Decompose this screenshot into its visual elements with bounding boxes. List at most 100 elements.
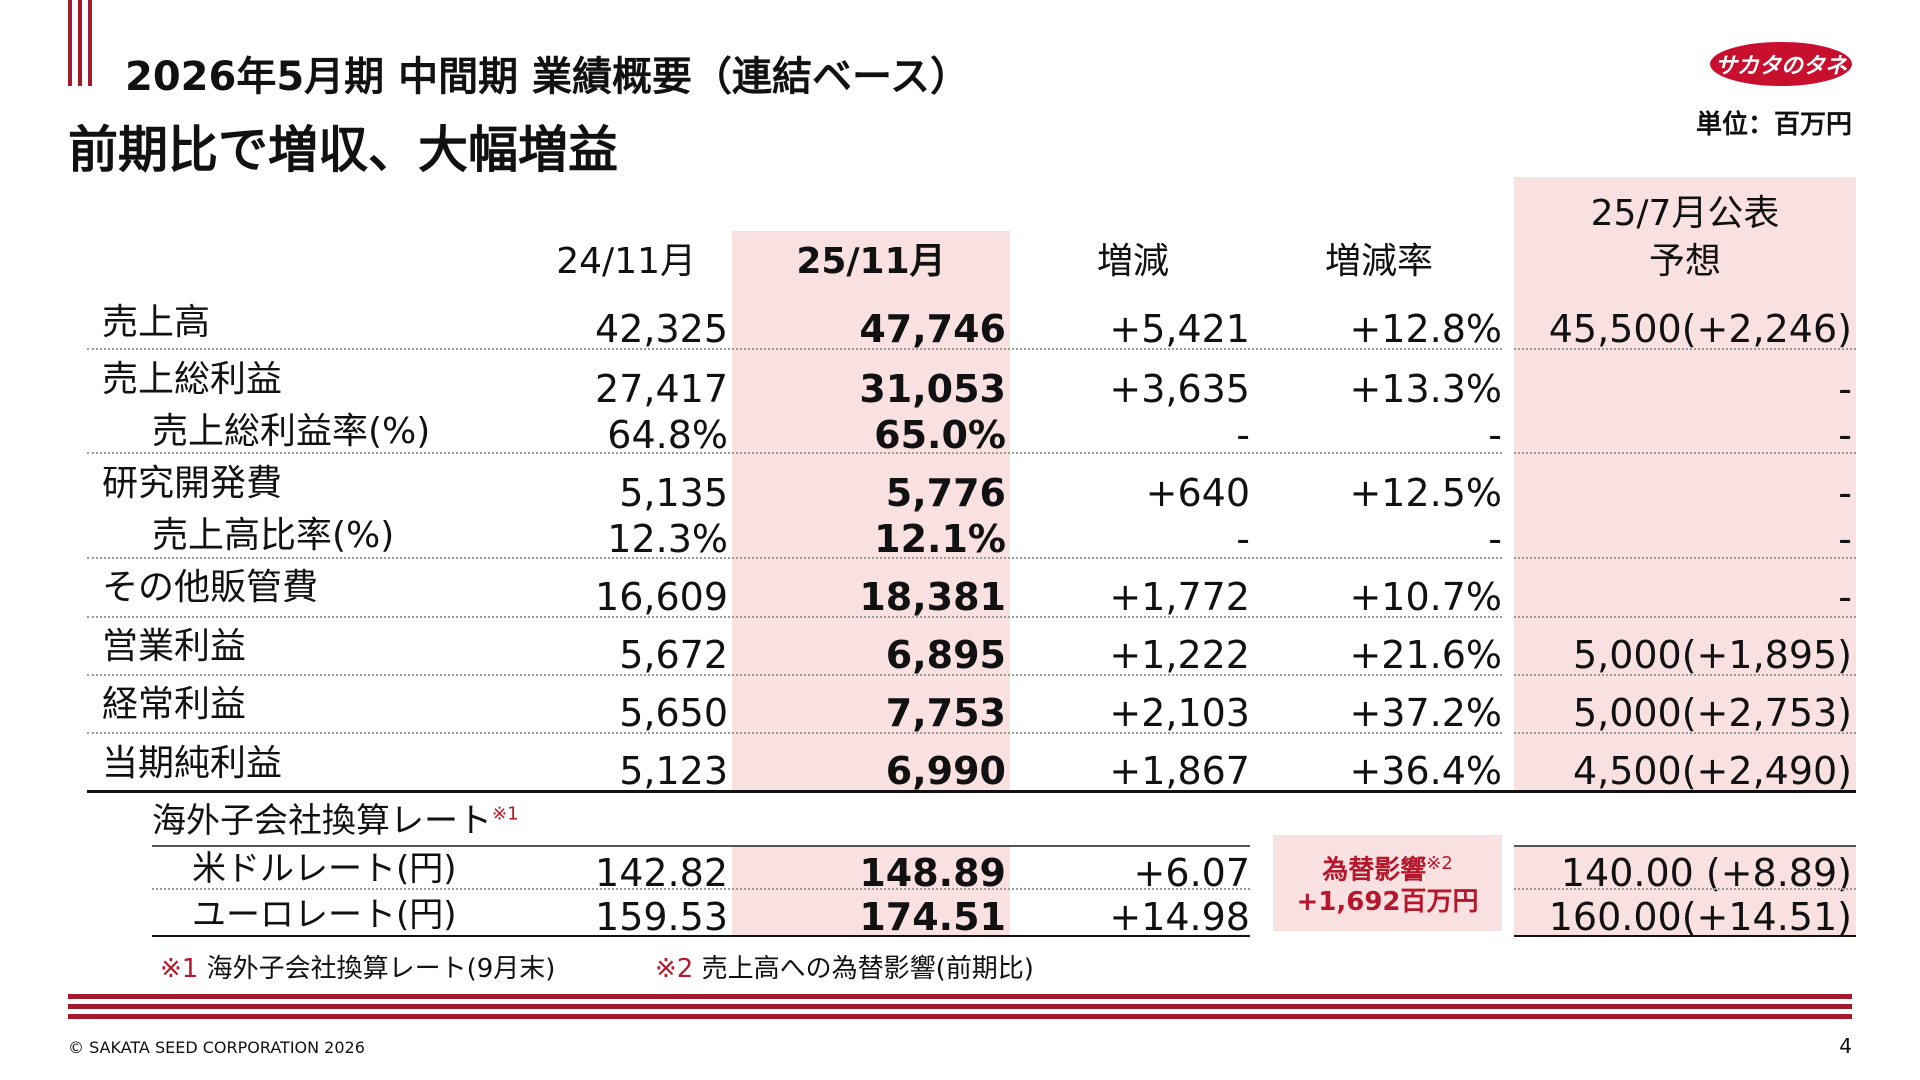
current-period-highlight	[732, 231, 1010, 791]
cell-prev: 5,135	[619, 471, 728, 515]
footnote-text: 海外子会社換算レート(9月末)	[198, 954, 556, 984]
cell-curr: 47,746	[859, 307, 1006, 351]
col-header-prev: 24/11月	[556, 241, 696, 282]
row-label: 当期純利益	[102, 743, 283, 784]
fx-impact-box: 為替影響※2 +1,692百万円	[1273, 835, 1502, 931]
footer-stripe	[68, 1004, 1852, 1009]
copyright: © SAKATA SEED CORPORATION 2026	[68, 1038, 365, 1057]
cell-curr: 31,053	[859, 367, 1006, 411]
logo-text: サカタのタネ	[1714, 54, 1847, 79]
fx-cell-curr: 148.89	[859, 851, 1006, 895]
cell-change: +3,635	[1109, 367, 1250, 411]
cell-forecast: 4,500(+2,490)	[1572, 749, 1852, 793]
fx-section-header: 海外子会社換算レート※1	[152, 804, 519, 838]
row-divider	[87, 732, 1502, 734]
fx-bottom-rule	[152, 935, 1250, 937]
row-divider	[1514, 674, 1856, 676]
footnote-mark: ※1	[160, 954, 199, 984]
cell-curr: 12.1%	[874, 517, 1006, 561]
row-label: 経常利益	[102, 684, 247, 725]
footer-stripe	[68, 1014, 1852, 1019]
row-divider	[87, 616, 1502, 618]
fx-header-note: ※1	[492, 803, 519, 825]
cell-prev: 12.3%	[607, 517, 728, 561]
cell-curr: 7,753	[885, 691, 1006, 735]
fx-impact-note: ※2	[1426, 853, 1453, 874]
cell-curr: 6,895	[885, 633, 1006, 677]
cell-prev: 5,672	[619, 633, 728, 677]
cell-prev: 64.8%	[607, 413, 728, 457]
cell-prev: 5,123	[619, 749, 728, 793]
cell-rate: +13.3%	[1349, 367, 1502, 411]
cell-change: +2,103	[1109, 691, 1250, 735]
cell-forecast: -	[1838, 367, 1852, 411]
cell-change: -	[1236, 413, 1250, 457]
page-number: 4	[1839, 1034, 1852, 1058]
cell-curr: 65.0%	[874, 413, 1006, 457]
title-accent-bar	[78, 0, 82, 86]
cell-prev: 42,325	[595, 307, 728, 351]
row-label: その他販管費	[102, 567, 319, 608]
row-divider	[1514, 348, 1856, 350]
forecast-highlight-fx	[1514, 846, 1856, 936]
row-divider	[87, 674, 1502, 676]
footnote-1: ※1 海外子会社換算レート(9月末)	[160, 948, 555, 985]
row-divider	[87, 452, 1502, 454]
row-divider	[87, 557, 1502, 559]
cell-forecast: -	[1838, 471, 1852, 515]
row-label: 営業利益	[102, 626, 247, 667]
col-header-curr: 25/11月	[796, 241, 946, 282]
cell-forecast: 5,000(+1,895)	[1572, 633, 1852, 677]
row-divider	[1514, 616, 1856, 618]
cell-change: +1,867	[1109, 749, 1250, 793]
row-label-sub: 売上高比率(%)	[152, 515, 395, 556]
fx-divider	[152, 845, 1010, 847]
cell-change: +640	[1145, 471, 1250, 515]
fx-row-divider	[152, 888, 1250, 890]
fx-bottom-rule	[1514, 935, 1856, 937]
fx-impact-value: +1,692百万円	[1296, 886, 1479, 917]
fx-row-label: 米ドルレート(円)	[192, 849, 457, 889]
footnote-mark: ※2	[655, 954, 694, 984]
fx-row-divider	[1514, 888, 1856, 890]
title-accent-bar	[68, 0, 72, 86]
cell-rate: +12.8%	[1349, 307, 1502, 351]
fx-cell-change: +14.98	[1109, 895, 1250, 939]
row-label: 研究開発費	[102, 463, 283, 504]
table-bottom-rule	[87, 790, 1856, 793]
fx-cell-curr: 174.51	[859, 895, 1006, 939]
cell-forecast: -	[1838, 575, 1852, 619]
page-title: 2026年5月期 中間期 業績概要（連結ベース）	[125, 54, 971, 100]
cell-change: +1,222	[1109, 633, 1250, 677]
cell-rate: +37.2%	[1349, 691, 1502, 735]
cell-rate: +36.4%	[1349, 749, 1502, 793]
unit-label: 単位：百万円	[1695, 110, 1852, 140]
row-divider	[87, 348, 1502, 350]
cell-rate: +21.6%	[1349, 633, 1502, 677]
cell-prev: 5,650	[619, 691, 728, 735]
cell-forecast: -	[1838, 517, 1852, 561]
forecast-highlight	[1514, 177, 1856, 791]
row-divider	[1514, 452, 1856, 454]
cell-prev: 16,609	[595, 575, 728, 619]
fx-row-label: ユーロレート(円)	[192, 895, 457, 935]
row-divider	[1514, 557, 1856, 559]
footnote-2: ※2 売上高への為替影響(前期比)	[655, 948, 1034, 985]
fx-cell-change: +6.07	[1133, 851, 1250, 895]
col-header-rate: 増減率	[1325, 241, 1434, 282]
cell-rate: -	[1488, 517, 1502, 561]
fx-cell-forecast: 160.00(+14.51)	[1548, 895, 1852, 939]
title-accent-bar	[88, 0, 92, 86]
cell-rate: +10.7%	[1349, 575, 1502, 619]
current-period-highlight-fx	[732, 846, 1010, 936]
row-label: 売上高	[102, 302, 211, 343]
fx-cell-prev: 142.82	[595, 851, 728, 895]
cell-forecast: 5,000(+2,753)	[1572, 691, 1852, 735]
cell-change: -	[1236, 517, 1250, 561]
footnote-text: 売上高への為替影響(前期比)	[693, 954, 1034, 984]
cell-forecast: -	[1838, 413, 1852, 457]
fx-divider	[1010, 845, 1250, 847]
col-header-forecast-2: 予想	[1648, 241, 1721, 282]
row-label-sub: 売上総利益率(%)	[152, 411, 431, 452]
cell-curr: 5,776	[885, 471, 1006, 515]
